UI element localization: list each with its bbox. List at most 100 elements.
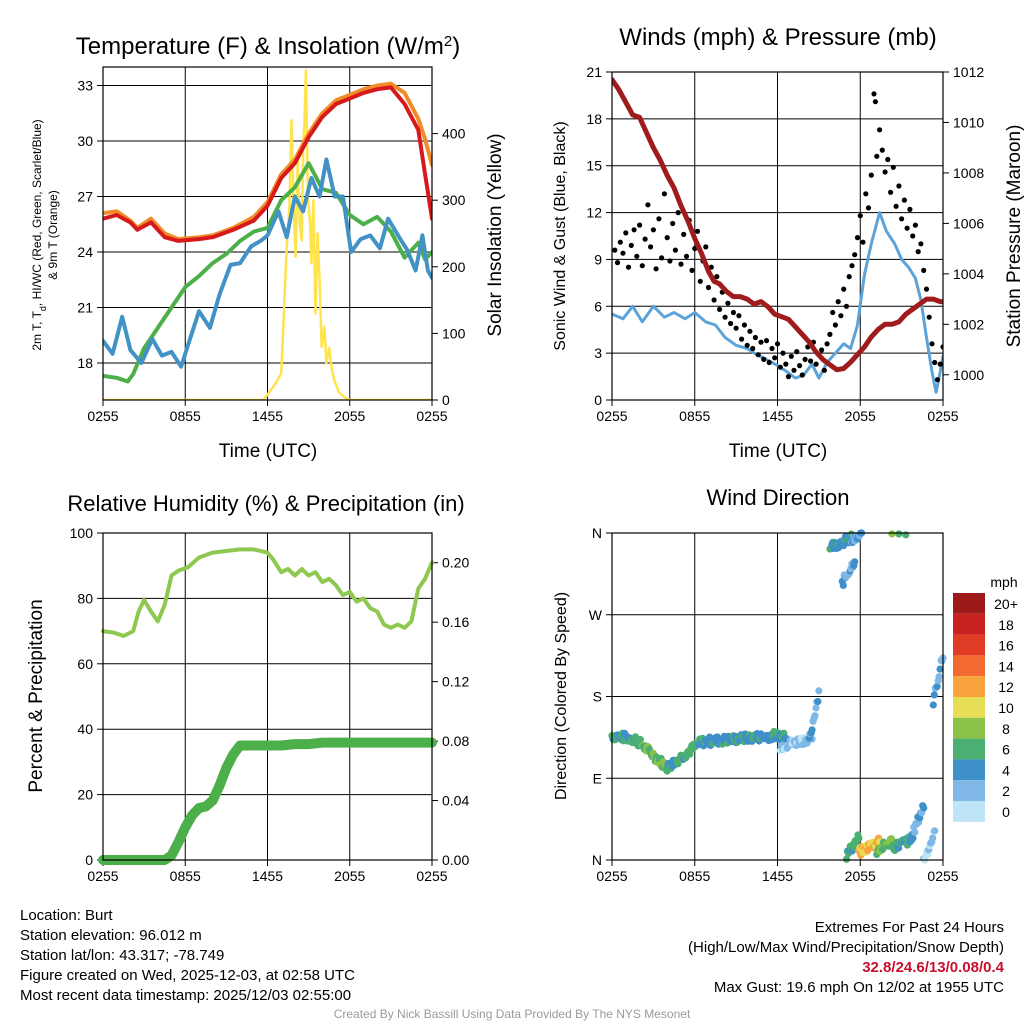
- gust-point: [612, 247, 618, 253]
- gust-point: [711, 297, 717, 303]
- y-right-tick-label: 400: [442, 126, 466, 142]
- gust-point: [717, 306, 723, 312]
- y-tick-label: 18: [77, 355, 93, 371]
- series-station-pressure: [612, 77, 943, 373]
- gust-point: [819, 347, 825, 353]
- x-tick-label: 1455: [762, 868, 793, 884]
- gust-point: [617, 239, 623, 245]
- gust-point: [683, 253, 690, 259]
- gust-point: [882, 169, 888, 175]
- x-tick-label: 0255: [927, 408, 958, 424]
- direction-point: [911, 828, 919, 836]
- series-2m-t: [103, 85, 432, 243]
- gust-point: [628, 242, 634, 248]
- gust-point: [937, 361, 943, 367]
- x-tick-label: 0855: [170, 868, 201, 884]
- gust-point: [714, 274, 720, 280]
- gust-point: [794, 349, 800, 355]
- y-right-tick-label: 1004: [953, 266, 984, 282]
- direction-point: [933, 682, 941, 691]
- colorbar-level-label: 10: [998, 700, 1014, 716]
- gust-point: [761, 356, 767, 362]
- gust-point: [893, 203, 899, 209]
- y-right-tick-label: 1008: [953, 165, 984, 181]
- gust-point: [802, 356, 808, 362]
- direction-point: [686, 750, 694, 758]
- direction-point: [851, 558, 859, 566]
- plot-border: [102, 66, 433, 401]
- colorbar-level-label: 6: [1002, 742, 1010, 758]
- y-tick-label: 40: [77, 721, 93, 737]
- y-tick-label: S: [593, 689, 602, 705]
- gust-point: [672, 247, 679, 253]
- gust-point: [645, 202, 651, 208]
- gust-point: [813, 361, 819, 367]
- gust-point: [614, 260, 621, 266]
- y-tick-label: W: [589, 607, 603, 623]
- direction-point: [888, 530, 896, 538]
- gust-point: [664, 235, 670, 241]
- gust-point: [656, 216, 662, 222]
- gust-point: [736, 313, 742, 319]
- y-tick-label: 30: [77, 133, 93, 149]
- y-tick-label: 12: [586, 205, 602, 221]
- gust-point: [766, 359, 772, 366]
- direction-point: [815, 687, 823, 695]
- gust-point: [705, 284, 712, 291]
- gust-point: [799, 372, 805, 378]
- y-tick-label: 33: [77, 78, 93, 94]
- x-axis-label: Time (UTC): [729, 441, 828, 462]
- gust-point: [860, 239, 866, 245]
- direction-point: [929, 701, 937, 709]
- gust-point: [841, 286, 847, 292]
- gust-point: [678, 261, 684, 267]
- gust-point: [667, 258, 673, 264]
- gust-point: [854, 235, 861, 241]
- direction-point: [929, 834, 937, 842]
- extremes-values: 32.8/24.6/13/0.08/0.4: [862, 959, 1004, 976]
- gust-point: [631, 227, 637, 233]
- gust-point: [758, 339, 764, 345]
- gust-point: [888, 189, 894, 195]
- gust-point: [877, 127, 883, 133]
- ylabel-sub: d: [38, 306, 48, 311]
- y-axis-label-1: 2m T, Td, HI/WC (Red, Green, Scarlet/Blu…: [30, 119, 48, 350]
- colorbar-swatch: [953, 759, 985, 781]
- x-tick-label: 0855: [679, 868, 710, 884]
- latlon-text: Station lat/lon: 43.317; -78.749: [20, 947, 225, 964]
- y-tick-label: 60: [77, 656, 93, 672]
- series-group: [103, 69, 432, 400]
- series-9m-t: [103, 81, 432, 242]
- location-text: Location: Burt: [20, 907, 113, 924]
- y-right-tick-label: 0.08: [442, 733, 469, 749]
- gust-point: [852, 252, 858, 258]
- gust-point: [827, 331, 833, 337]
- gust-point: [750, 345, 756, 352]
- gust-point: [780, 350, 786, 356]
- gust-point: [926, 314, 932, 320]
- y-axis-label: Percent & Precipitation: [26, 599, 47, 792]
- gust-point: [932, 359, 938, 366]
- y-right-tick-label: 0.20: [442, 555, 469, 571]
- gust-point: [871, 91, 877, 97]
- gust-point: [857, 213, 863, 219]
- y-tick-label: 18: [586, 111, 602, 127]
- y-tick-label: 15: [586, 158, 602, 174]
- x-tick-label: 1455: [252, 408, 283, 424]
- y-tick-label: 20: [77, 787, 93, 803]
- gust-point: [940, 344, 943, 350]
- y-tick-label: 80: [77, 590, 93, 606]
- colorbar-level-label: 18: [998, 617, 1014, 633]
- gust-point: [783, 361, 789, 367]
- gust-point: [755, 352, 761, 358]
- station-info: Location: Burt Station elevation: 96.012…: [20, 906, 355, 1006]
- y-tick-label: N: [592, 525, 602, 541]
- y-tick-label: 0: [85, 852, 93, 868]
- direction-point: [935, 673, 943, 681]
- credit-text: Created By Nick Bassill Using Data Provi…: [333, 1007, 691, 1021]
- x-tick-label: 0855: [170, 408, 201, 424]
- gust-point: [637, 222, 643, 228]
- title-sup: 2: [444, 33, 452, 50]
- gust-point: [901, 197, 908, 203]
- gust-point: [832, 322, 839, 328]
